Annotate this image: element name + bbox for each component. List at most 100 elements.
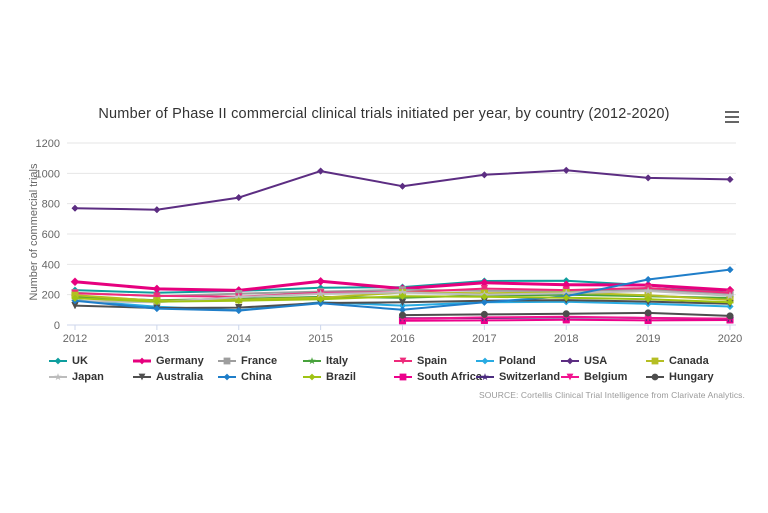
x-tick-label: 2014: [227, 333, 251, 345]
legend-marker-star-icon: [476, 373, 494, 381]
y-tick-label: 600: [42, 229, 60, 241]
legend-marker-square-icon: [218, 357, 236, 365]
data-point-brazil-2015[interactable]: [316, 295, 325, 303]
legend-label: Switzerland: [499, 371, 561, 383]
legend-marker-square-icon: [646, 357, 664, 365]
legend-label: USA: [584, 355, 608, 367]
source-credit: SOURCE: Cortellis Clinical Trial Intelli…: [479, 390, 745, 400]
x-tick-label: 2018: [554, 333, 578, 345]
data-point-germany-2015[interactable]: [316, 276, 325, 286]
data-point-japan-2015[interactable]: [316, 289, 325, 298]
legend-label: Australia: [156, 371, 204, 383]
data-point-brazil-2014[interactable]: [235, 297, 243, 305]
legend-label: UK: [72, 355, 88, 367]
legend-label: Japan: [72, 371, 104, 383]
legend-item-belgium[interactable]: Belgium: [560, 370, 627, 384]
legend-marker-triangle-down-icon: [394, 357, 412, 365]
x-tick-label: 2013: [145, 333, 169, 345]
data-point-japan-2019[interactable]: [643, 286, 653, 295]
legend-label: Belgium: [584, 371, 628, 383]
legend-item-brazil[interactable]: Brazil: [302, 370, 356, 384]
legend-marker-diamond-icon: [133, 357, 151, 365]
y-tick-label: 200: [42, 290, 60, 302]
legend-marker-star-icon: [49, 373, 67, 381]
data-point-brazil-2016[interactable]: [398, 292, 407, 300]
series-hungary: [398, 309, 734, 320]
legend-marker-triangle-down-icon: [133, 373, 151, 381]
series-usa: [71, 166, 734, 214]
data-point-brazil-2019[interactable]: [644, 295, 652, 303]
x-tick-label: 2020: [718, 333, 742, 345]
legend-label: France: [241, 355, 278, 367]
legend-label: Germany: [156, 355, 204, 367]
data-point-hungary-2017[interactable]: [480, 310, 488, 318]
data-point-brazil-2017[interactable]: [480, 293, 489, 301]
data-point-spain-2017[interactable]: [480, 285, 489, 293]
data-point-china-2017[interactable]: [480, 298, 489, 306]
data-point-usa-2020[interactable]: [726, 175, 734, 184]
legend-item-canada[interactable]: Canada: [645, 354, 709, 368]
legend-item-usa[interactable]: USA: [560, 354, 607, 368]
x-tick-label: 2012: [63, 333, 87, 345]
legend-item-china[interactable]: China: [217, 370, 272, 384]
data-point-usa-2014[interactable]: [235, 193, 243, 202]
data-point-china-2019[interactable]: [644, 275, 652, 284]
y-tick-label: 0: [54, 320, 60, 332]
legend-item-switzerland[interactable]: Switzerland: [475, 370, 560, 384]
data-point-spain-2013[interactable]: [153, 292, 161, 300]
x-tick-label: 2015: [308, 333, 332, 345]
legend-item-hungary[interactable]: Hungary: [645, 370, 714, 384]
legend-marker-circle-icon: [646, 373, 664, 381]
legend-item-italy[interactable]: Italy: [302, 354, 348, 368]
data-point-hungary-2018[interactable]: [562, 310, 570, 318]
data-point-germany-2013[interactable]: [152, 284, 162, 294]
legend-item-south-africa[interactable]: South Africa: [393, 370, 482, 384]
data-point-usa-2019[interactable]: [644, 174, 652, 182]
legend-marker-diamond-icon: [218, 373, 236, 381]
y-tick-label: 800: [42, 199, 60, 211]
y-tick-label: 1000: [36, 168, 60, 180]
y-tick-label: 400: [42, 259, 60, 271]
data-point-brazil-2020[interactable]: [726, 298, 734, 306]
legend-label: Italy: [326, 355, 349, 367]
data-point-usa-2015[interactable]: [316, 167, 325, 175]
data-point-china-2020[interactable]: [726, 265, 734, 274]
legend-item-spain[interactable]: Spain: [393, 354, 447, 368]
legend-label: Spain: [417, 355, 447, 367]
hamburger-menu-icon[interactable]: [722, 109, 742, 125]
line-chart-plot-area: 0 200 400 600 800 1000 1200 2012 2013 2014 2015 201…: [36, 138, 743, 345]
data-point-germany-2012[interactable]: [70, 277, 80, 287]
legend-marker-diamond-icon: [561, 357, 579, 365]
x-tick-label: 2019: [636, 333, 660, 345]
data-point-usa-2012[interactable]: [71, 204, 79, 212]
legend-item-france[interactable]: France: [217, 354, 277, 368]
data-point-brazil-2012[interactable]: [71, 294, 79, 302]
y-tick-label: 1200: [36, 138, 60, 150]
data-point-usa-2016[interactable]: [398, 182, 407, 190]
data-point-china-2014[interactable]: [235, 306, 243, 315]
legend-item-poland[interactable]: Poland: [475, 354, 536, 368]
legend-item-australia[interactable]: Australia: [132, 370, 203, 384]
legend-marker-diamond-icon: [476, 357, 494, 365]
x-tick-label: 2017: [472, 333, 496, 345]
data-point-usa-2018[interactable]: [562, 166, 570, 174]
data-point-japan-2020[interactable]: [725, 291, 735, 300]
legend-item-germany[interactable]: Germany: [132, 354, 204, 368]
legend-item-japan[interactable]: Japan: [48, 370, 104, 384]
data-point-hungary-2020[interactable]: [726, 312, 734, 320]
data-point-usa-2013[interactable]: [153, 206, 161, 214]
data-point-usa-2017[interactable]: [480, 171, 489, 179]
legend-label: Hungary: [669, 371, 714, 383]
legend-marker-star-icon: [303, 357, 321, 365]
data-point-china-2013[interactable]: [153, 304, 161, 313]
legend-marker-diamond-icon: [49, 357, 67, 365]
legend-item-uk[interactable]: UK: [48, 354, 88, 368]
data-point-brazil-2013[interactable]: [153, 297, 161, 306]
data-point-brazil-2018[interactable]: [562, 294, 570, 302]
legend-label: Brazil: [326, 371, 356, 383]
data-point-hungary-2016[interactable]: [398, 311, 407, 319]
data-point-china-2015[interactable]: [316, 299, 325, 307]
data-point-hungary-2019[interactable]: [644, 309, 652, 317]
series-brazil: [71, 292, 734, 306]
